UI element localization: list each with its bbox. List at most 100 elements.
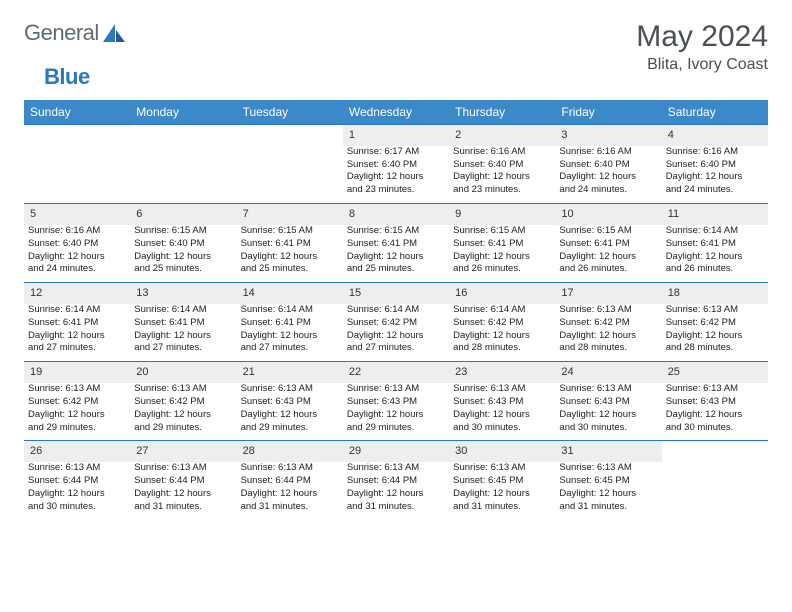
cell-sunset: Sunset: 6:42 PM [347, 317, 445, 330]
location-label: Blita, Ivory Coast [636, 56, 768, 74]
day-number: 28 [237, 441, 343, 462]
day-number: 13 [130, 283, 236, 304]
cell-day2: and 30 minutes. [666, 422, 764, 435]
cell-sunset: Sunset: 6:41 PM [666, 238, 764, 251]
cell-sunrise: Sunrise: 6:16 AM [666, 146, 764, 159]
cell-day1: Daylight: 12 hours [28, 488, 126, 501]
day-number: 2 [449, 125, 555, 146]
day-cell: Sunrise: 6:14 AMSunset: 6:41 PMDaylight:… [237, 304, 343, 362]
day-number [662, 441, 768, 462]
cell-day2: and 25 minutes. [134, 263, 232, 276]
cell-day1: Daylight: 12 hours [241, 251, 339, 264]
cell-day2: and 27 minutes. [347, 342, 445, 355]
cell-sunset: Sunset: 6:40 PM [28, 238, 126, 251]
day-cell [237, 146, 343, 204]
cell-sunset: Sunset: 6:43 PM [559, 396, 657, 409]
day-number: 20 [130, 362, 236, 383]
cell-sunset: Sunset: 6:40 PM [666, 159, 764, 172]
cell-sunrise: Sunrise: 6:13 AM [347, 383, 445, 396]
daynum-row: 12131415161718 [24, 283, 768, 304]
cell-day1: Daylight: 12 hours [241, 488, 339, 501]
cell-sunrise: Sunrise: 6:13 AM [559, 462, 657, 475]
cell-day2: and 30 minutes. [453, 422, 551, 435]
cell-day1: Daylight: 12 hours [559, 409, 657, 422]
day-number: 5 [24, 204, 130, 225]
cell-day1: Daylight: 12 hours [347, 330, 445, 343]
cell-day1: Daylight: 12 hours [453, 488, 551, 501]
cell-sunrise: Sunrise: 6:16 AM [28, 225, 126, 238]
cell-day1: Daylight: 12 hours [134, 409, 232, 422]
day-cell: Sunrise: 6:14 AMSunset: 6:41 PMDaylight:… [662, 225, 768, 283]
cell-sunset: Sunset: 6:40 PM [453, 159, 551, 172]
day-cell: Sunrise: 6:13 AMSunset: 6:43 PMDaylight:… [555, 383, 661, 441]
cell-sunrise: Sunrise: 6:14 AM [241, 304, 339, 317]
cell-sunset: Sunset: 6:41 PM [347, 238, 445, 251]
cell-sunrise: Sunrise: 6:13 AM [347, 462, 445, 475]
cell-day1: Daylight: 12 hours [666, 251, 764, 264]
cell-day2: and 30 minutes. [28, 501, 126, 514]
cell-day1: Daylight: 12 hours [559, 488, 657, 501]
day-number [24, 125, 130, 146]
day-header: Wednesday [343, 100, 449, 125]
day-number: 21 [237, 362, 343, 383]
cell-day2: and 31 minutes. [347, 501, 445, 514]
day-cell [130, 146, 236, 204]
cell-sunset: Sunset: 6:45 PM [453, 475, 551, 488]
cell-day2: and 29 minutes. [241, 422, 339, 435]
cell-day2: and 27 minutes. [134, 342, 232, 355]
cell-day1: Daylight: 12 hours [347, 488, 445, 501]
day-cell: Sunrise: 6:15 AMSunset: 6:41 PMDaylight:… [449, 225, 555, 283]
day-cell: Sunrise: 6:15 AMSunset: 6:41 PMDaylight:… [237, 225, 343, 283]
cell-day2: and 31 minutes. [453, 501, 551, 514]
day-number: 22 [343, 362, 449, 383]
cell-sunrise: Sunrise: 6:15 AM [453, 225, 551, 238]
cell-sunrise: Sunrise: 6:14 AM [666, 225, 764, 238]
info-row: Sunrise: 6:13 AMSunset: 6:44 PMDaylight:… [24, 462, 768, 519]
day-number: 6 [130, 204, 236, 225]
day-number: 1 [343, 125, 449, 146]
cell-day2: and 29 minutes. [28, 422, 126, 435]
cell-day1: Daylight: 12 hours [28, 330, 126, 343]
cell-day1: Daylight: 12 hours [241, 409, 339, 422]
calendar-body: 1234Sunrise: 6:17 AMSunset: 6:40 PMDayli… [24, 125, 768, 520]
day-cell: Sunrise: 6:13 AMSunset: 6:43 PMDaylight:… [237, 383, 343, 441]
cell-sunset: Sunset: 6:40 PM [559, 159, 657, 172]
day-header: Saturday [662, 100, 768, 125]
info-row: Sunrise: 6:14 AMSunset: 6:41 PMDaylight:… [24, 304, 768, 362]
cell-sunset: Sunset: 6:41 PM [28, 317, 126, 330]
cell-sunrise: Sunrise: 6:13 AM [241, 462, 339, 475]
cell-day2: and 29 minutes. [347, 422, 445, 435]
day-number: 15 [343, 283, 449, 304]
cell-sunrise: Sunrise: 6:13 AM [28, 462, 126, 475]
day-cell [662, 462, 768, 519]
cell-day2: and 31 minutes. [134, 501, 232, 514]
cell-sunset: Sunset: 6:41 PM [134, 317, 232, 330]
cell-day1: Daylight: 12 hours [559, 171, 657, 184]
day-cell: Sunrise: 6:17 AMSunset: 6:40 PMDaylight:… [343, 146, 449, 204]
cell-day1: Daylight: 12 hours [134, 488, 232, 501]
day-cell: Sunrise: 6:15 AMSunset: 6:40 PMDaylight:… [130, 225, 236, 283]
cell-sunrise: Sunrise: 6:17 AM [347, 146, 445, 159]
cell-sunset: Sunset: 6:42 PM [28, 396, 126, 409]
day-cell: Sunrise: 6:16 AMSunset: 6:40 PMDaylight:… [449, 146, 555, 204]
day-number: 3 [555, 125, 661, 146]
cell-day1: Daylight: 12 hours [134, 251, 232, 264]
cell-day2: and 27 minutes. [28, 342, 126, 355]
day-cell: Sunrise: 6:13 AMSunset: 6:42 PMDaylight:… [662, 304, 768, 362]
day-cell: Sunrise: 6:13 AMSunset: 6:44 PMDaylight:… [130, 462, 236, 519]
cell-sunrise: Sunrise: 6:13 AM [559, 383, 657, 396]
day-cell: Sunrise: 6:14 AMSunset: 6:42 PMDaylight:… [343, 304, 449, 362]
cell-day1: Daylight: 12 hours [241, 330, 339, 343]
cell-sunrise: Sunrise: 6:13 AM [666, 304, 764, 317]
day-cell: Sunrise: 6:16 AMSunset: 6:40 PMDaylight:… [662, 146, 768, 204]
day-number: 30 [449, 441, 555, 462]
day-number: 14 [237, 283, 343, 304]
cell-sunset: Sunset: 6:41 PM [241, 238, 339, 251]
day-number [237, 125, 343, 146]
cell-day2: and 28 minutes. [666, 342, 764, 355]
calendar-table: SundayMondayTuesdayWednesdayThursdayFrid… [24, 100, 768, 519]
brand-part2: Blue [44, 64, 90, 89]
day-cell: Sunrise: 6:13 AMSunset: 6:45 PMDaylight:… [449, 462, 555, 519]
day-cell: Sunrise: 6:14 AMSunset: 6:42 PMDaylight:… [449, 304, 555, 362]
day-number: 9 [449, 204, 555, 225]
